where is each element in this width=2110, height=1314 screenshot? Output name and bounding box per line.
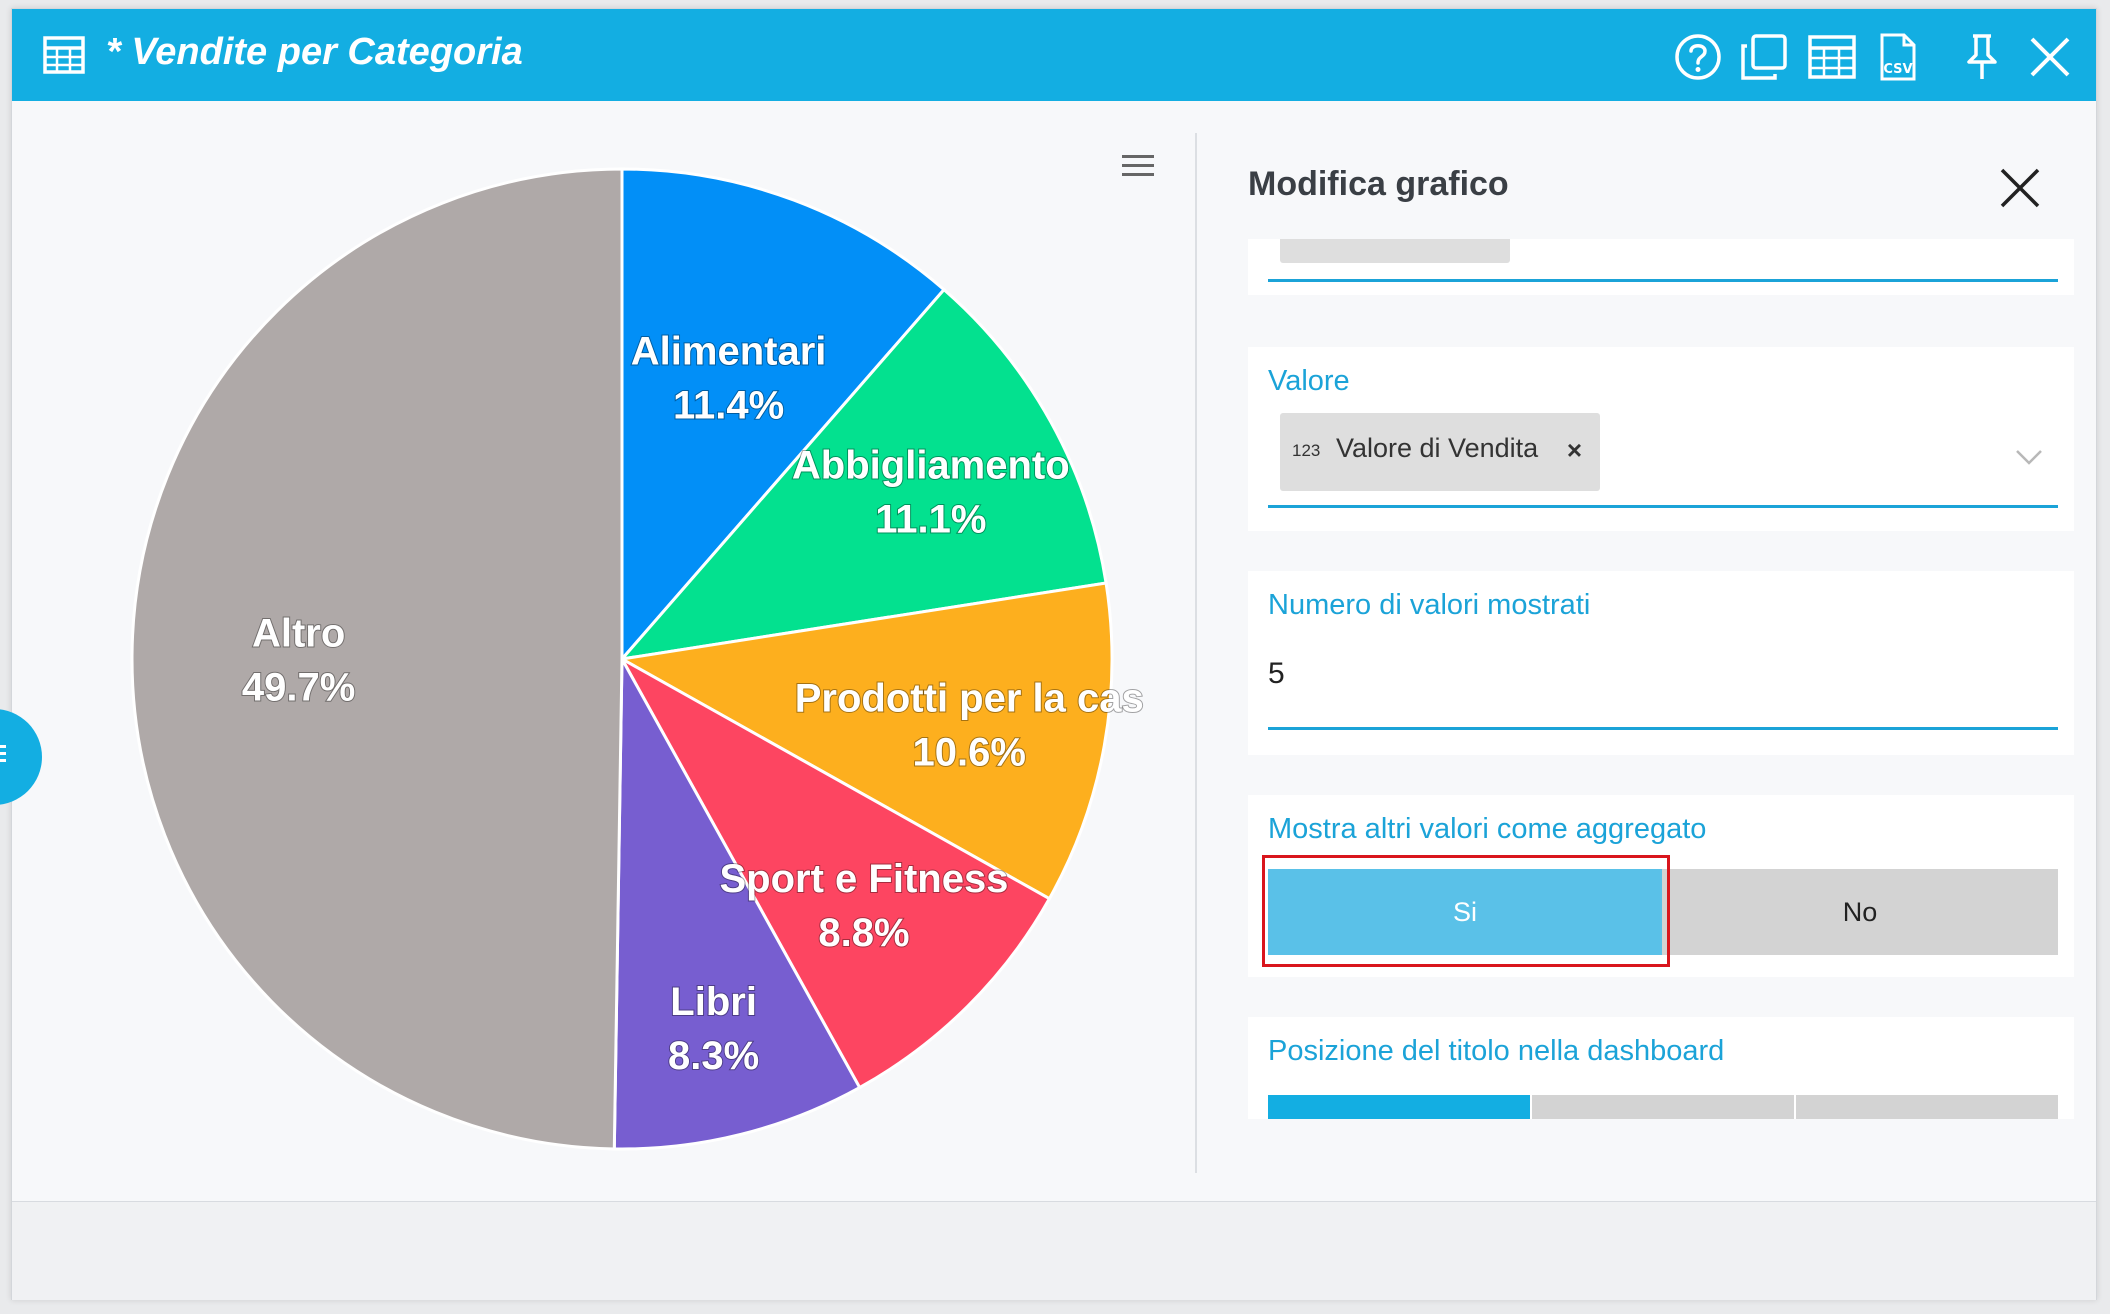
pie-slice-altro[interactable] — [130, 167, 624, 1151]
edit-chart-panel: Modifica grafico Valore 123 Valore di Ve… — [1212, 101, 2098, 1201]
pie-slice-sport-e-fitness[interactable] — [618, 655, 1052, 1090]
panel-scroll-area[interactable]: Valore 123 Valore di Vendita × Numero di… — [1248, 239, 2074, 1119]
posizione-label: Posizione del titolo nella dashboard — [1268, 1035, 1725, 1067]
numero-valori-input[interactable] — [1268, 657, 2048, 691]
valore-chip-text: Valore di Vendita — [1336, 433, 1539, 463]
chart-area: Alimentari 11.4% Abbigliamento 11.1% Prodott… — [0, 101, 1192, 1201]
help-button[interactable] — [1672, 31, 1724, 83]
csv-icon: CSV — [1880, 33, 1916, 81]
csv-icon-label: CSV — [1883, 62, 1912, 77]
card-aggregato: Mostra altri valori come aggregato Si No — [1248, 795, 2074, 977]
pie-slice-libri[interactable] — [612, 653, 862, 1151]
pin-button[interactable] — [1956, 31, 2008, 83]
pin-icon — [1967, 34, 1997, 79]
drawer-icon — [0, 745, 6, 748]
slice-value-abbigliamento: 11.1% — [875, 497, 986, 541]
panel-close-icon[interactable] — [1997, 165, 2043, 211]
duplicate-icon — [1741, 34, 1787, 80]
pie-slice-abbigliamento[interactable] — [618, 287, 1108, 662]
aggregato-label: Mostra altri valori come aggregato — [1268, 813, 1707, 845]
slice-label-altro: Altro — [252, 611, 345, 655]
posizione-option-3[interactable] — [1796, 1095, 2058, 1119]
chevron-down-icon[interactable] — [2014, 447, 2044, 467]
chart-window: * Vendite per Categoria — [0, 8, 2098, 1300]
slice-value-altro: 49.7% — [242, 665, 355, 709]
remove-chip-icon[interactable]: × — [1566, 435, 1582, 465]
slice-value-alimentari: 11.4% — [673, 384, 784, 428]
window-footer — [12, 1201, 2096, 1300]
pie-slice-prodotti-per-la-cas[interactable] — [617, 581, 1114, 901]
card-valore: Valore 123 Valore di Vendita × — [1248, 347, 2074, 531]
panel-title: Modifica grafico — [1248, 165, 1509, 203]
duplicate-button[interactable] — [1738, 31, 1790, 83]
card-dimension-partial — [1248, 239, 2074, 295]
slice-value-libri: 8.3% — [668, 1034, 759, 1078]
close-window-button[interactable] — [2024, 31, 2076, 83]
numero-label: Numero di valori mostrati — [1268, 589, 1591, 621]
posizione-option-2[interactable] — [1532, 1095, 1794, 1119]
slice-label-abbigliamento: Abbigliamento — [792, 443, 1070, 487]
panel-divider — [1195, 133, 1197, 1173]
valore-chip[interactable]: 123 Valore di Vendita × — [1280, 413, 1600, 491]
valore-label: Valore — [1268, 365, 1350, 397]
slice-label-prodotti-per-la-cas: Prodotti per la cas — [795, 676, 1144, 720]
slice-label-sport-e-fitness: Sport e Fitness — [719, 857, 1008, 901]
table-view-button[interactable] — [1806, 31, 1858, 83]
help-icon — [1675, 34, 1721, 80]
posizione-option-1[interactable] — [1268, 1095, 1530, 1119]
dimension-underline — [1268, 279, 2058, 282]
title-bar: * Vendite per Categoria — [12, 9, 2096, 101]
aggregato-si-button[interactable]: Si — [1268, 869, 1662, 955]
csv-export-button[interactable]: CSV — [1872, 31, 1924, 83]
card-numero-valori: Numero di valori mostrati — [1248, 571, 2074, 755]
valore-underline — [1268, 505, 2058, 508]
slice-label-alimentari: Alimentari — [631, 330, 827, 374]
numero-underline — [1268, 727, 2058, 730]
chart-menu-icon[interactable] — [1120, 151, 1156, 181]
slice-value-prodotti-per-la-cas: 10.6% — [913, 730, 1026, 774]
selection-highlight — [1262, 855, 1670, 967]
table-icon — [1808, 35, 1856, 79]
card-posizione-titolo: Posizione del titolo nella dashboard — [1248, 1017, 2074, 1119]
table-grid-icon — [43, 36, 85, 74]
aggregato-no-button[interactable]: No — [1662, 869, 2058, 955]
close-icon — [2030, 37, 2070, 77]
dimension-chip-partial[interactable] — [1280, 239, 1510, 263]
numeric-type-badge: 123 — [1292, 441, 1321, 460]
pie-chart: Alimentari 11.4%Abbigliamento 11.1% Prodott… — [130, 167, 1145, 1151]
slice-value-sport-e-fitness: 8.8% — [818, 911, 909, 955]
pie-slice-alimentari[interactable] — [620, 167, 947, 664]
window-title: * Vendite per Categoria — [106, 31, 523, 73]
slice-label-libri: Libri — [670, 980, 757, 1024]
